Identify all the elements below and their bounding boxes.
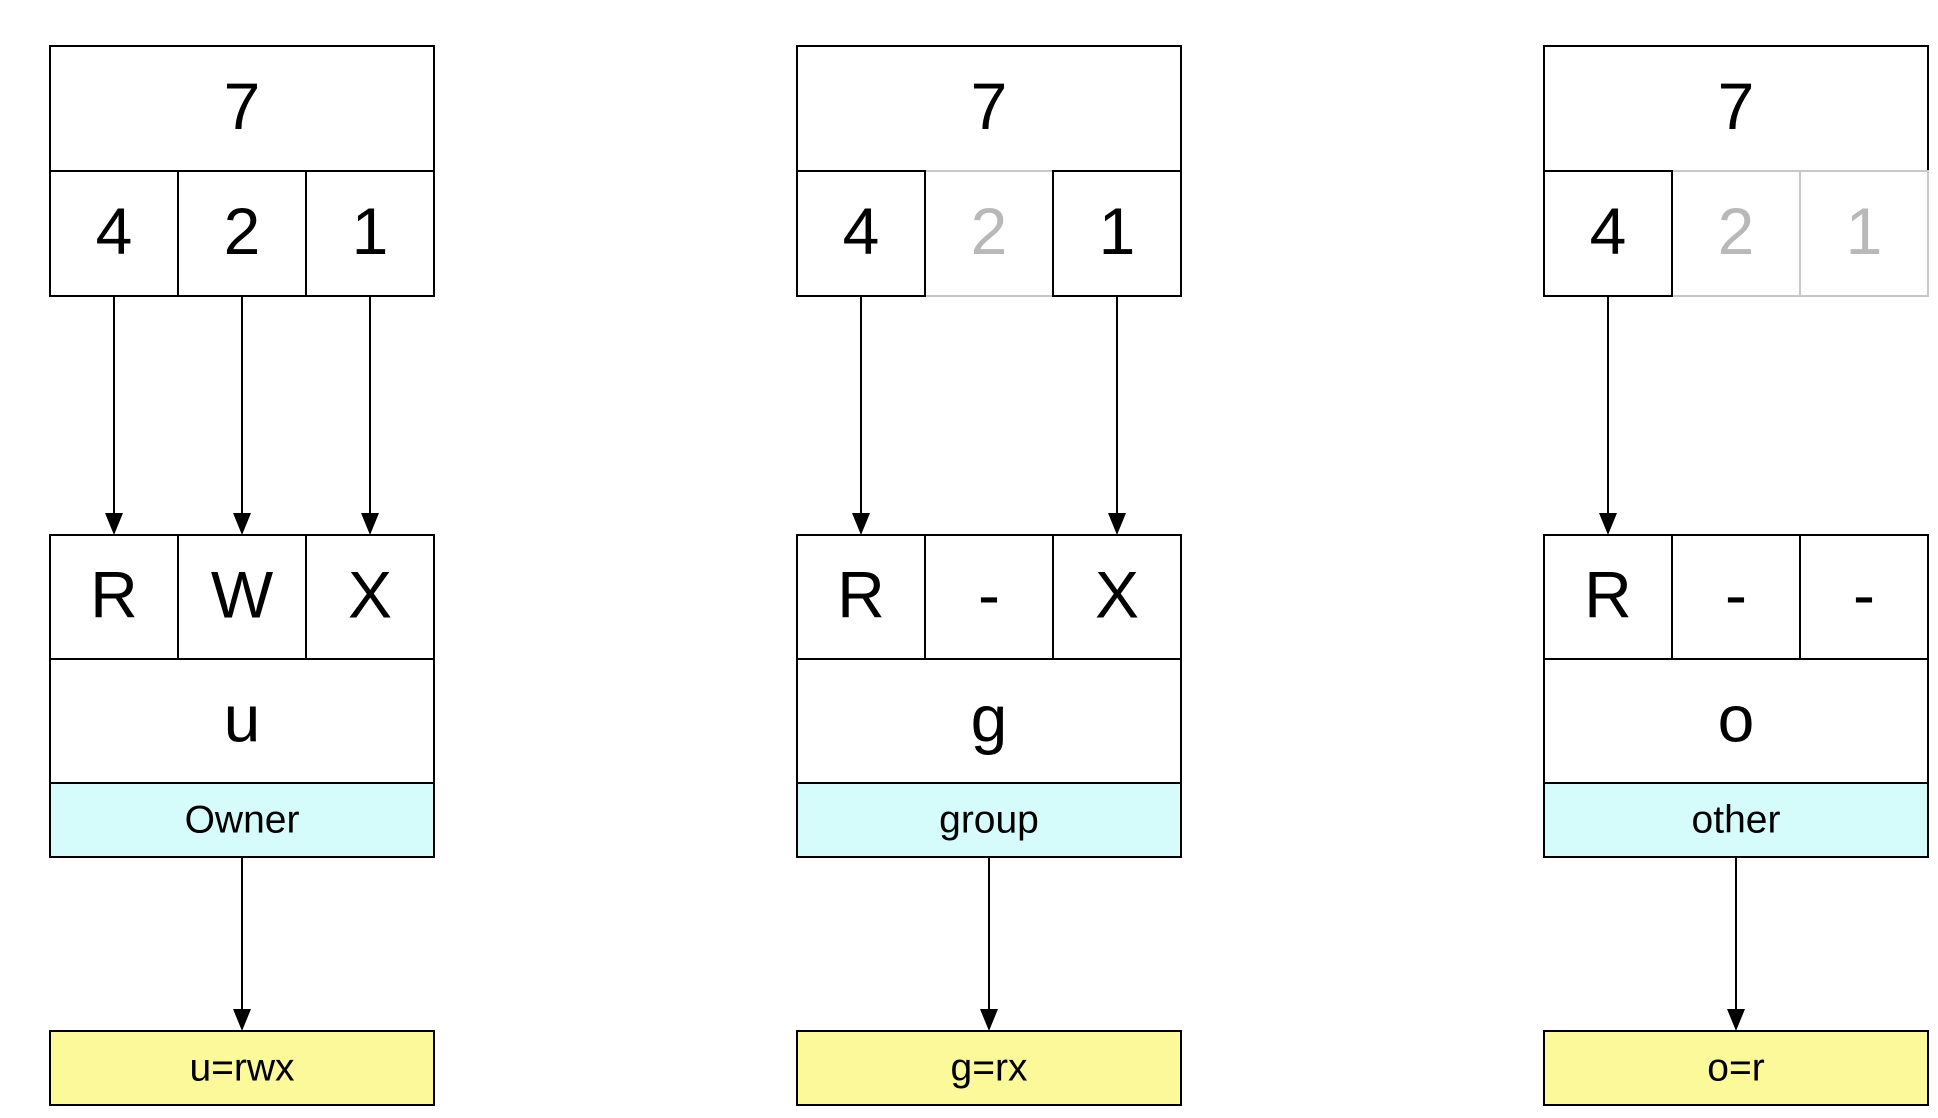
group-1-sum-text: 7 <box>971 69 1008 143</box>
group-0-perm-text-2: X <box>348 557 392 631</box>
group-1-bit-text-1: 2 <box>971 194 1008 268</box>
group-1-bit-arrow-2-head <box>1108 513 1126 535</box>
group-0-bit-text-2: 1 <box>352 194 389 268</box>
group-0-class-text: u <box>224 681 261 755</box>
group-2-class-text: o <box>1718 681 1755 755</box>
group-2-result-text: o=r <box>1707 1046 1764 1089</box>
group-0-sum-box <box>49 45 435 172</box>
group-0-perm-cell-2 <box>305 534 435 660</box>
group-1-bit-text-2: 1 <box>1099 194 1136 268</box>
group-0-perm-text-0: R <box>90 557 138 631</box>
group-2-bit-cell-2 <box>1799 170 1929 297</box>
group-2-bit-arrow-0-head <box>1599 513 1617 535</box>
group-0-bit-cell-1 <box>177 170 307 297</box>
group-2-label-text: other <box>1692 798 1781 841</box>
group-1-perm-text-0: R <box>837 557 885 631</box>
group-1-bit-cell-2 <box>1052 170 1182 297</box>
group-2-result-arrow-head <box>1727 1009 1745 1031</box>
group-0-bit-arrow-0-head <box>105 513 123 535</box>
group-1-label-box <box>796 782 1182 858</box>
group-1-result-text: g=rx <box>951 1046 1028 1089</box>
group-0-bit-text-0: 4 <box>96 194 133 268</box>
group-0-class-box <box>49 658 435 784</box>
group-0-bit-arrow-1 <box>233 296 251 535</box>
group-2-result-arrow <box>1727 857 1745 1031</box>
group-2-label-box <box>1543 782 1929 858</box>
group-1-result-arrow-head <box>980 1009 998 1031</box>
group-0-bit-text-1: 2 <box>224 194 261 268</box>
group-2-bit-text-2: 1 <box>1846 194 1883 268</box>
group-0-bit-arrow-2-head <box>361 513 379 535</box>
group-2-bit-text-1: 2 <box>1718 194 1755 268</box>
group-1-bit-arrow-0-head <box>852 513 870 535</box>
group-1-class-box <box>796 658 1182 784</box>
group-0-sum-text: 7 <box>224 69 261 143</box>
group-2-sum-box <box>1543 45 1929 172</box>
group-0-label-text: Owner <box>185 798 300 841</box>
group-0-perm-text-1: W <box>211 557 274 631</box>
group-2-perm-text-2: - <box>1853 557 1875 631</box>
group-0-result-arrow-head <box>233 1009 251 1031</box>
group-1-class-text: g <box>971 681 1008 755</box>
group-1-perm-text-1: - <box>978 557 1000 631</box>
group-2-perm-text-1: - <box>1725 557 1747 631</box>
group-0-bit-arrow-2 <box>361 296 379 535</box>
group-1-perm-text-2: X <box>1095 557 1139 631</box>
group-0-result-arrow <box>233 857 251 1031</box>
group-2-sum-text: 7 <box>1718 69 1755 143</box>
group-1-label-text: group <box>939 798 1039 841</box>
group-2-perm-cell-0 <box>1543 534 1673 660</box>
group-1-bit-arrow-0 <box>852 296 870 535</box>
group-1-perm-cell-2 <box>1052 534 1182 660</box>
group-2-bit-arrow-0 <box>1599 296 1617 535</box>
group-2-result-box <box>1543 1030 1929 1106</box>
group-0-bit-arrow-0 <box>105 296 123 535</box>
group-0-bit-arrow-1-head <box>233 513 251 535</box>
group-1-bit-cell-1 <box>924 170 1054 297</box>
group-2-perm-text-0: R <box>1584 557 1632 631</box>
group-2-perm-cell-1 <box>1671 534 1801 660</box>
group-0-label-box <box>49 782 435 858</box>
group-0-result-text: u=rwx <box>189 1046 295 1089</box>
group-2-perm-cell-2 <box>1799 534 1929 660</box>
group-1-result-box <box>796 1030 1182 1106</box>
group-0-bit-cell-0 <box>49 170 179 297</box>
group-0-result-box <box>49 1030 435 1106</box>
group-1-bit-arrow-2 <box>1108 296 1126 535</box>
group-1-sum-box <box>796 45 1182 172</box>
group-1-bit-text-0: 4 <box>843 194 880 268</box>
group-1-result-arrow <box>980 857 998 1031</box>
group-2-bit-text-0: 4 <box>1590 194 1627 268</box>
group-0-bit-cell-2 <box>305 170 435 297</box>
group-2-bit-cell-1 <box>1671 170 1801 297</box>
